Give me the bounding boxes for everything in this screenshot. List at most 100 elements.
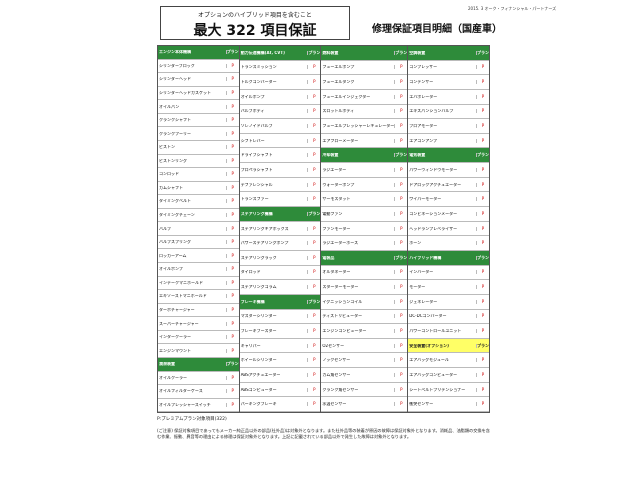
item-name: コンビネーションメーター: [409, 211, 458, 216]
item-name: ステアリングコラム: [240, 285, 277, 290]
item-plan: P: [394, 138, 407, 143]
item-name: シートベルトプリテンショナー: [409, 387, 466, 392]
item-plan: P: [394, 372, 407, 377]
section-title: ハイブリッド機構: [409, 255, 442, 260]
item-name: バルブスプリング: [159, 240, 191, 245]
item-name: ソレノイドバルブ: [240, 124, 273, 129]
item-name: タイミングチェーン: [159, 213, 195, 218]
item-plan: P: [475, 80, 489, 85]
item-plan: P: [225, 348, 239, 353]
item-name: ロッカーアーム: [159, 253, 187, 258]
item-plan: P: [475, 314, 489, 319]
item-row: ターボチャージャー P: [158, 304, 239, 318]
item-row: シリンダーヘッド P: [158, 73, 239, 87]
item-name: ワイパーモーター: [409, 197, 442, 202]
section-header: ブレーキ機構 プラン: [239, 294, 321, 310]
item-name: シリンダーブロック: [159, 63, 195, 68]
item-plan: P: [475, 211, 489, 216]
item-row: バルブボディ P: [239, 105, 321, 120]
item-row: トランスファー P: [239, 192, 321, 208]
item-row: ヘッドランプレベライザー P: [408, 222, 489, 237]
item-name: 衝突センサー: [409, 402, 434, 407]
table-column: 燃料装置 プラン フューエルポンプ P フューエルタンク P フューエルインジェクター P スロ…: [321, 46, 409, 413]
item-plan: P: [307, 124, 320, 129]
item-plan: P: [307, 285, 320, 290]
item-name: シリンダーヘッド: [159, 77, 191, 82]
item-name: コンロッド: [159, 172, 179, 177]
item-plan: P: [225, 199, 239, 204]
item-row: インバーター P: [408, 266, 489, 281]
item-plan: P: [394, 314, 407, 319]
section-header: 燃料装置 プラン: [321, 46, 408, 61]
item-name: エキゾーストマニホールド: [159, 294, 207, 299]
item-plan: P: [475, 285, 489, 290]
item-plan: P: [225, 213, 239, 218]
item-row: フューエルプレッシャーレギュレーター P: [321, 119, 408, 134]
item-row: ABSアクチュエーター P: [239, 368, 321, 383]
item-row: バルブスプリング P: [158, 236, 239, 250]
item-name: オイルポンプ: [240, 94, 265, 99]
item-name: エアバッグコンピューター: [409, 372, 458, 377]
item-row: ABSコンピューター P: [239, 383, 321, 398]
item-name: ブレーキブースター: [240, 328, 277, 333]
item-row: タイロッド P: [239, 266, 321, 281]
item-plan: P: [307, 343, 320, 348]
item-plan: P: [394, 167, 407, 172]
item-plan: P: [394, 197, 407, 202]
item-name: イグニッションコイル: [322, 299, 363, 304]
item-name: インバーター: [409, 270, 434, 275]
item-name: クランクプーリー: [159, 131, 191, 136]
item-row: ファンモーター P: [321, 222, 408, 237]
item-name: オルタネーター: [322, 270, 351, 275]
item-row: ノックセンサー P: [321, 353, 408, 369]
item-row: オイルクーラー P: [158, 372, 239, 386]
section-header: 冷却装置 プラン: [321, 148, 408, 164]
section-title: 潤滑装置: [159, 362, 175, 367]
item-plan: P: [225, 389, 239, 394]
item-plan: P: [394, 241, 407, 246]
item-plan: P: [394, 299, 407, 304]
item-name: ABSコンピューター: [240, 387, 277, 392]
section-title: エンジン本体機構: [159, 50, 191, 55]
item-plan: P: [475, 358, 489, 363]
item-name: クランクシャフト: [159, 118, 191, 123]
item-name: エアフローメーター: [322, 138, 359, 143]
item-row: 衝突センサー P: [408, 397, 489, 413]
item-plan: P: [225, 280, 239, 285]
item-row: スーパーチャージャー P: [158, 317, 239, 331]
plan-header: プラン: [475, 254, 489, 260]
item-name: サーモスタット: [322, 197, 351, 202]
item-plan: P: [225, 321, 239, 326]
plan-header: プラン: [225, 49, 239, 55]
plan-header: プラン: [394, 254, 408, 260]
item-row: ブレーキブースター P: [239, 324, 321, 339]
item-plan: P: [475, 328, 489, 333]
item-plan: P: [475, 387, 489, 392]
plan-header: プラン: [307, 49, 321, 55]
item-plan: P: [475, 94, 489, 99]
section-header: ハイブリッド機構 プラン: [408, 250, 489, 266]
item-plan: P: [225, 185, 239, 190]
item-name: オイルフィルターケース: [159, 389, 203, 394]
item-row: ホーン P: [408, 236, 489, 251]
item-name: フューエルポンプ: [322, 65, 355, 70]
section-header: 動力伝達機構(AT, CVT) プラン: [239, 46, 321, 61]
item-row: トルクコンバーター P: [239, 75, 321, 90]
plan-header: プラン: [307, 210, 321, 216]
item-name: タイロッド: [240, 270, 261, 275]
item-plan: P: [225, 145, 239, 150]
item-row: パワーコントロールユニット P: [408, 324, 489, 339]
item-name: コンプレッサー: [409, 65, 438, 70]
item-row: エアバッグコンピューター P: [408, 368, 489, 383]
item-name: ホイールシリンダー: [240, 358, 277, 363]
item-row: エアコンアンプ P: [408, 134, 489, 149]
item-name: 電動ファン: [322, 211, 343, 216]
item-name: インテークマニホールド: [159, 280, 203, 285]
item-row: スターターモーター P: [321, 280, 408, 295]
table-column: 空調装置 プラン コンプレッサー P コンデンサー P エバポレーター P エキスパンションバル…: [408, 46, 489, 413]
item-plan: P: [475, 138, 489, 143]
item-row: オイルポンプ P: [158, 263, 239, 277]
item-row: オイルパン P: [158, 100, 239, 114]
section-header: 安全装置(オプション) プラン: [408, 338, 489, 354]
item-name: トランスファー: [240, 197, 269, 202]
